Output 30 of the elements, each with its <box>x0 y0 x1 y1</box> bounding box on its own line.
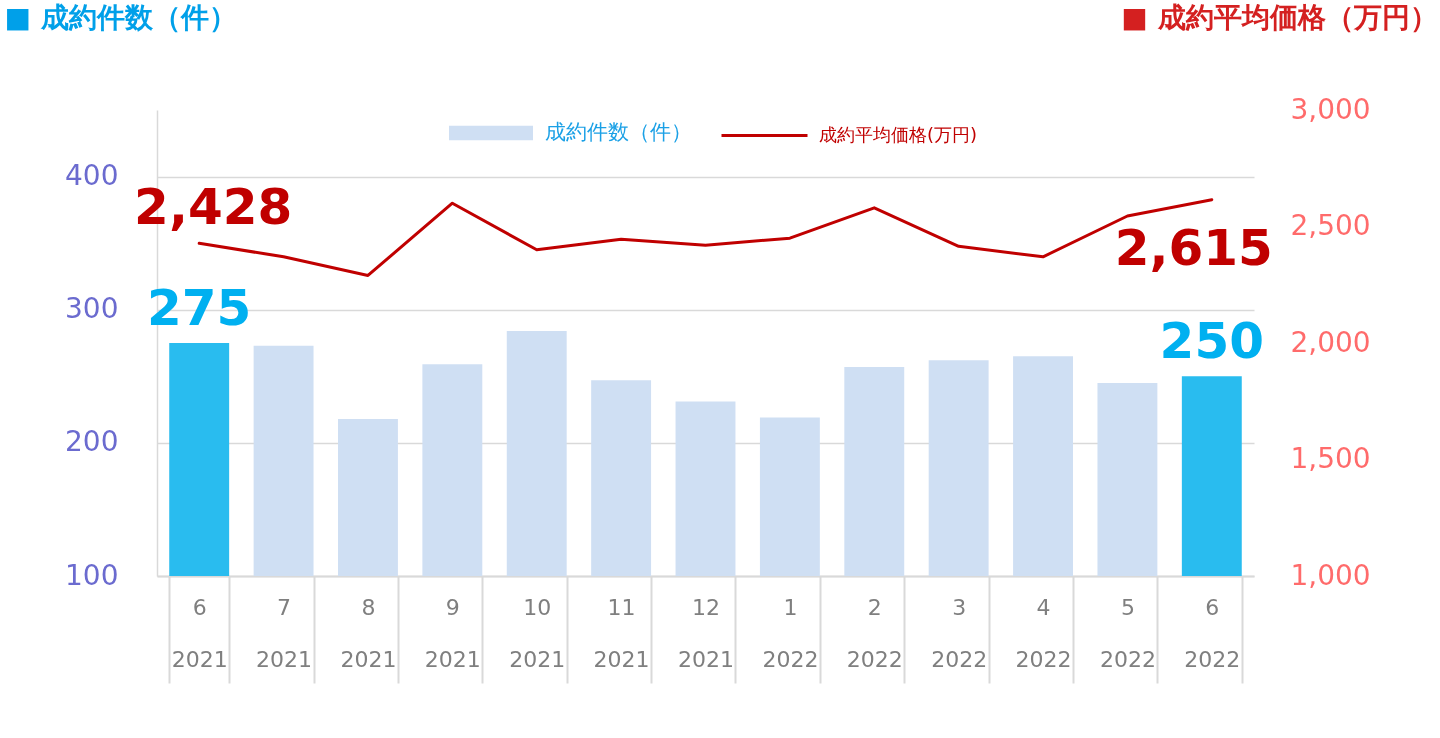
data-label: 250 <box>1159 312 1264 371</box>
category-label: 10 2021 <box>509 594 566 672</box>
category-label: 12 2021 <box>678 594 734 672</box>
category-label: 1 2022 <box>762 594 819 672</box>
y2-tick-label: 3,000 <box>1290 92 1371 126</box>
y2-tick-label: 1,000 <box>1290 558 1371 592</box>
category-label: 7 2021 <box>256 594 313 672</box>
y-tick-label: 300 <box>65 292 119 326</box>
category-label: 3 2022 <box>931 594 988 672</box>
y-tick-label: 400 <box>65 159 119 193</box>
y2-tick-label: 2,000 <box>1290 325 1371 359</box>
category-label: 8 2021 <box>340 594 397 672</box>
y2-tick-label: 2,500 <box>1290 209 1371 242</box>
legend-label: 成約件数（件） <box>545 120 692 144</box>
y2-tick-label: 1,500 <box>1290 442 1371 475</box>
category-label: 6 2021 <box>171 594 228 672</box>
y-tick-label: 100 <box>65 558 119 592</box>
category-label: 5 2022 <box>1099 594 1156 672</box>
category-label: 4 2022 <box>1015 594 1072 672</box>
category-label: 9 2021 <box>424 594 481 672</box>
category-label: 11 2021 <box>593 594 650 672</box>
data-label: 275 <box>147 279 252 337</box>
y2-axis-title: ■ 成約平均価格（万円） <box>1121 0 1438 34</box>
y-tick-label: 200 <box>65 425 119 459</box>
category-label: 2 2022 <box>846 594 903 672</box>
data-label: 2,428 <box>134 178 293 237</box>
data-label: 2,615 <box>1114 218 1273 277</box>
legend-label: 成約平均価格(万円) <box>819 123 978 145</box>
y-axis-title: ■ 成約件数（件） <box>4 0 237 34</box>
category-label: 6 2022 <box>1184 594 1241 672</box>
